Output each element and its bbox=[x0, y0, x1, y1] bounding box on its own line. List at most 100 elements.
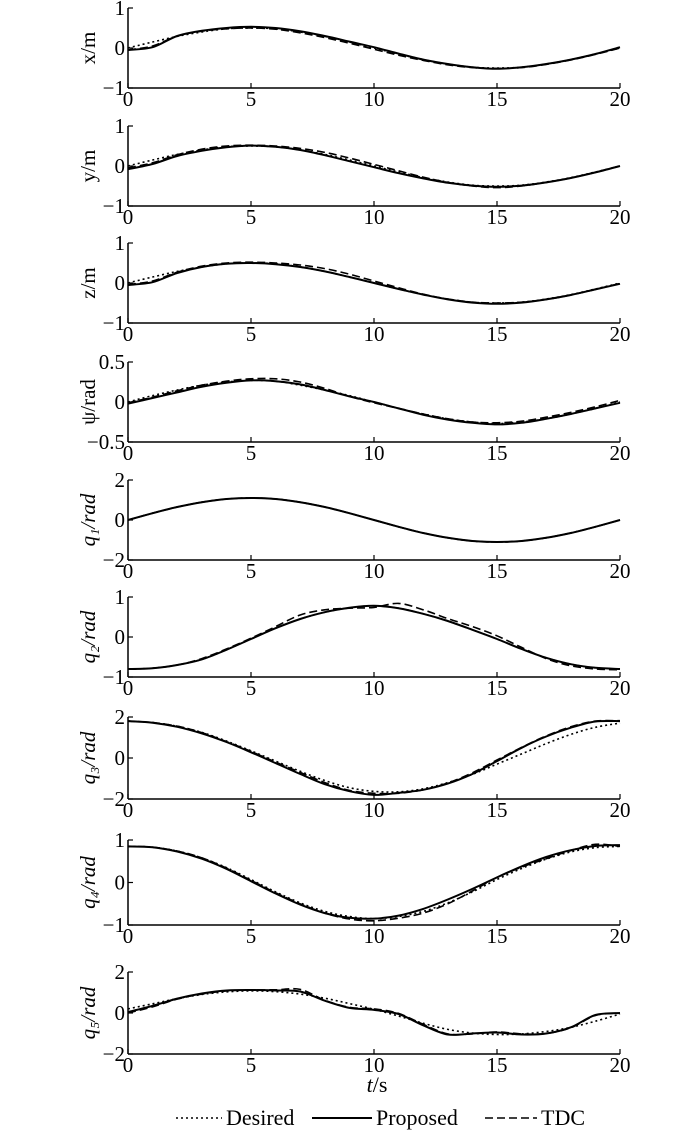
series-line-desired bbox=[127, 145, 621, 187]
series-line-proposed bbox=[127, 988, 621, 1036]
legend-label-desired: Desired bbox=[226, 1105, 294, 1130]
x-tick-label: 20 bbox=[610, 87, 631, 111]
x-tick-label: 5 bbox=[246, 441, 257, 465]
x-tick-label: 20 bbox=[610, 798, 631, 822]
series-line-tdc bbox=[127, 843, 621, 922]
y-tick-label: 1 bbox=[115, 828, 126, 852]
series-line-tdc bbox=[127, 987, 621, 1036]
x-tick-label: 20 bbox=[610, 322, 631, 346]
legend-label-tdc: TDC bbox=[541, 1105, 585, 1130]
series-line-tdc bbox=[127, 377, 621, 424]
y-tick-label: −1 bbox=[103, 913, 125, 937]
series-line-desired bbox=[127, 990, 621, 1036]
x-tick-label: 15 bbox=[487, 441, 508, 465]
y-tick-label: −1 bbox=[103, 194, 125, 218]
y-tick-label: 1 bbox=[115, 114, 126, 138]
series-line-tdc bbox=[127, 602, 621, 671]
x-tick-label: 0 bbox=[123, 322, 134, 346]
x-axis-label: t/s bbox=[367, 1072, 388, 1097]
x-tick-label: 0 bbox=[123, 441, 134, 465]
x-tick-label: 10 bbox=[364, 798, 385, 822]
y-axis-label: q₄/rad bbox=[76, 856, 100, 909]
y-tick-label: 1 bbox=[115, 0, 126, 20]
y-axis-label: z/m bbox=[76, 267, 100, 299]
panel-4: 0 5 10 15 200.50−0.5ψ/rad bbox=[76, 350, 631, 465]
x-tick-label: 10 bbox=[364, 441, 385, 465]
series-line-desired bbox=[127, 720, 621, 793]
y-axis-label: q₃/rad bbox=[76, 731, 100, 784]
x-tick-label: 20 bbox=[610, 559, 631, 583]
y-tick-label: 0 bbox=[115, 271, 126, 295]
series-line-proposed bbox=[127, 261, 621, 305]
x-tick-label: 0 bbox=[123, 924, 134, 948]
x-tick-label: 10 bbox=[364, 559, 385, 583]
y-tick-label: −1 bbox=[103, 311, 125, 335]
x-tick-label: 15 bbox=[487, 924, 508, 948]
x-tick-label: 0 bbox=[123, 87, 134, 111]
x-tick-label: 10 bbox=[364, 1053, 385, 1077]
y-axis-label: y/m bbox=[76, 150, 100, 183]
y-tick-label: −2 bbox=[103, 1042, 125, 1066]
x-tick-label: 5 bbox=[246, 87, 257, 111]
y-tick-label: 1 bbox=[115, 585, 126, 609]
y-tick-label: −1 bbox=[103, 665, 125, 689]
x-tick-label: 20 bbox=[610, 924, 631, 948]
y-tick-label: −2 bbox=[103, 787, 125, 811]
x-tick-label: 10 bbox=[364, 322, 385, 346]
y-tick-label: 1 bbox=[115, 231, 126, 255]
y-tick-label: −2 bbox=[103, 548, 125, 572]
x-tick-label: 0 bbox=[123, 205, 134, 229]
x-tick-label: 15 bbox=[487, 559, 508, 583]
y-tick-label: 0 bbox=[115, 154, 126, 178]
y-axis-label: ψ/rad bbox=[76, 379, 100, 425]
y-tick-label: 0 bbox=[115, 36, 126, 60]
x-tick-label: 5 bbox=[246, 924, 257, 948]
series-line-proposed bbox=[127, 604, 621, 670]
x-tick-label: 10 bbox=[364, 87, 385, 111]
x-tick-label: 0 bbox=[123, 559, 134, 583]
y-tick-label: 0 bbox=[115, 1001, 126, 1025]
x-tick-label: 10 bbox=[364, 924, 385, 948]
y-axis-label: q₁/rad bbox=[76, 493, 100, 546]
x-tick-label: 20 bbox=[610, 676, 631, 700]
legend: Desired Proposed TDC bbox=[176, 1105, 585, 1130]
series-line-proposed bbox=[127, 144, 621, 188]
x-tick-label: 5 bbox=[246, 322, 257, 346]
x-tick-label: 15 bbox=[487, 205, 508, 229]
y-tick-label: 0 bbox=[115, 390, 126, 414]
series-line-proposed bbox=[127, 844, 621, 920]
x-tick-label: 5 bbox=[246, 205, 257, 229]
x-tick-label: 0 bbox=[123, 798, 134, 822]
y-axis-label: q₂/rad bbox=[76, 610, 100, 663]
series-line-proposed bbox=[127, 496, 621, 544]
x-tick-label: 10 bbox=[364, 205, 385, 229]
series-line-proposed bbox=[127, 379, 621, 426]
y-tick-label: 0.5 bbox=[99, 350, 125, 374]
y-tick-label: 2 bbox=[115, 705, 126, 729]
x-tick-label: 5 bbox=[246, 798, 257, 822]
series-line-proposed bbox=[127, 25, 621, 70]
x-tick-label: 20 bbox=[610, 205, 631, 229]
series-line-tdc bbox=[127, 719, 621, 795]
y-axis-label: x/m bbox=[76, 32, 100, 65]
y-tick-label: 0 bbox=[115, 508, 126, 532]
y-tick-label: 0 bbox=[115, 871, 126, 895]
x-tick-label: 20 bbox=[610, 1053, 631, 1077]
y-axis-label: q₅/rad bbox=[76, 986, 100, 1039]
x-tick-label: 20 bbox=[610, 441, 631, 465]
y-tick-label: 0 bbox=[115, 625, 126, 649]
x-tick-label: 5 bbox=[246, 1053, 257, 1077]
x-tick-label: 15 bbox=[487, 87, 508, 111]
y-tick-label: 0 bbox=[115, 746, 126, 770]
x-tick-label: 10 bbox=[364, 676, 385, 700]
x-tick-label: 0 bbox=[123, 676, 134, 700]
